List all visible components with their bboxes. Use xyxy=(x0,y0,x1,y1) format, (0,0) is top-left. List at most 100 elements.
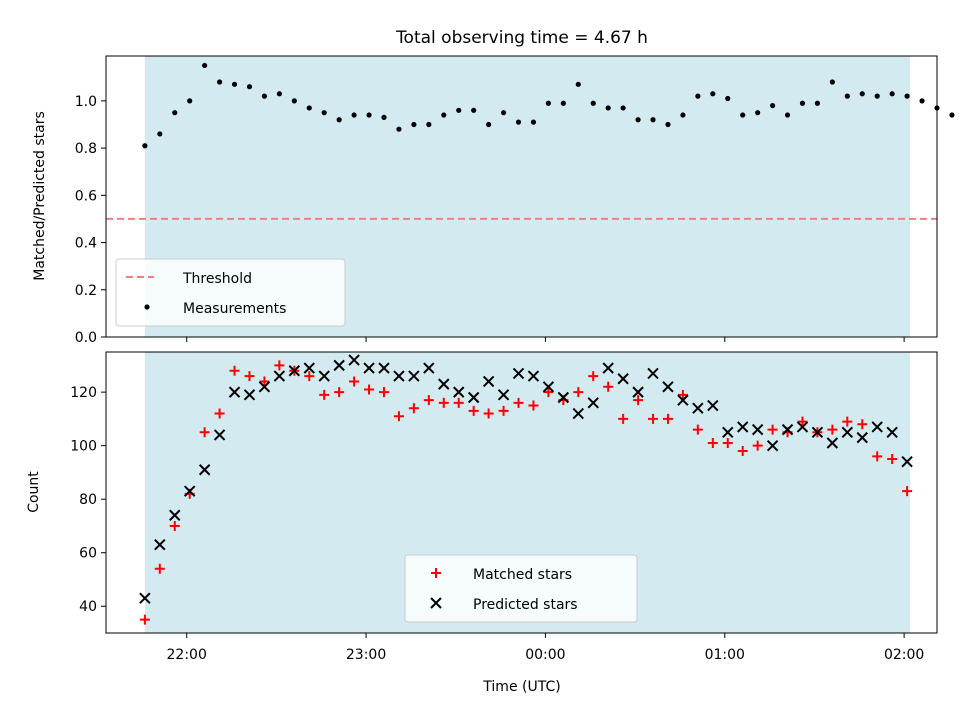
matched-star-point xyxy=(468,405,479,416)
measurement-point xyxy=(366,112,372,118)
measurement-point xyxy=(799,100,806,106)
predicted-star-point xyxy=(841,426,854,438)
legend-measurements-label: Measurements xyxy=(183,301,286,317)
count-y-axis-label: Count xyxy=(26,471,42,513)
measurement-point xyxy=(351,112,357,118)
matched-star-point xyxy=(169,520,180,531)
predicted-star-point xyxy=(198,464,211,476)
predicted-star-point xyxy=(796,421,809,433)
measurement-point xyxy=(500,110,507,116)
predicted-star-point xyxy=(154,538,166,551)
ratio-axes-frame xyxy=(105,55,938,338)
matched-star-point xyxy=(842,416,853,427)
measurement-point xyxy=(560,100,566,106)
count-axes-frame xyxy=(105,351,938,634)
matched-star-point xyxy=(633,395,644,406)
predicted-star-point xyxy=(826,437,839,449)
predicted-star-point xyxy=(587,397,599,409)
measurement-point xyxy=(381,114,387,120)
x-tick-label: 22:00 xyxy=(167,647,207,663)
legend-measurements-swatch xyxy=(144,304,150,310)
ratio-series-dot xyxy=(142,62,955,149)
matched-star-point xyxy=(274,360,285,371)
measurement-point xyxy=(919,98,925,104)
matched-star-point xyxy=(483,408,494,419)
matched-star-point xyxy=(154,563,165,574)
ratio-legend-box xyxy=(115,258,346,327)
measurement-point xyxy=(261,93,268,99)
ratio-y-axis-label: Matched/Predicted stars xyxy=(32,111,48,281)
measurement-point xyxy=(665,121,671,128)
predicted-star-point xyxy=(871,421,883,433)
predicted-star-point xyxy=(572,407,585,420)
predicted-star-point xyxy=(647,367,659,380)
x-tick-label: 01:00 xyxy=(705,647,745,663)
predicted-star-point xyxy=(423,362,435,374)
measurement-point xyxy=(769,102,776,109)
matched-star-point xyxy=(528,400,539,411)
measurement-point xyxy=(949,112,955,118)
matched-star-point xyxy=(349,376,360,387)
matched-star-point xyxy=(588,371,599,382)
matched-star-point xyxy=(423,395,434,406)
matched-star-point xyxy=(229,365,240,376)
measurement-point xyxy=(695,93,701,99)
predicted-star-point xyxy=(901,456,913,468)
measurement-point xyxy=(426,121,432,128)
predicted-star-point xyxy=(736,421,749,433)
measurement-point xyxy=(680,112,686,118)
count-y-tick-label: 60 xyxy=(79,546,97,562)
measurement-point xyxy=(874,93,880,99)
measurement-point xyxy=(291,98,297,104)
matched-star-point xyxy=(319,389,330,400)
predicted-star-point xyxy=(393,370,405,382)
matched-star-point xyxy=(453,397,464,408)
measurement-point xyxy=(620,105,626,111)
predicted-star-point xyxy=(512,367,525,380)
count-series-plus xyxy=(139,360,913,625)
count-y-tick-label: 40 xyxy=(79,599,97,615)
measurement-point xyxy=(635,117,641,123)
predicted-star-point xyxy=(497,389,510,401)
measurement-point xyxy=(650,117,656,123)
legend-matched-label: Matched stars xyxy=(473,567,572,583)
measurement-point xyxy=(605,105,611,111)
predicted-star-point xyxy=(751,423,764,436)
x-axis-label: Time (UTC) xyxy=(482,679,560,695)
legend-matched-swatch xyxy=(431,568,441,578)
predicted-star-point xyxy=(542,381,555,393)
ratio-y-tick-label: 0.2 xyxy=(75,283,97,299)
matched-star-point xyxy=(857,419,868,430)
matched-star-point xyxy=(364,384,375,395)
measurement-point xyxy=(859,91,865,97)
x-tick-label: 00:00 xyxy=(525,647,565,663)
predicted-star-point xyxy=(273,370,286,382)
matched-star-point xyxy=(378,387,389,398)
measurement-point xyxy=(545,100,552,106)
predicted-star-point xyxy=(692,402,704,414)
ratio-y-tick-label: 0.0 xyxy=(75,330,97,346)
measurement-point xyxy=(590,100,596,106)
matched-star-point xyxy=(244,371,255,382)
matched-star-point xyxy=(214,408,225,419)
matched-star-point xyxy=(408,403,419,414)
measurement-point xyxy=(231,81,238,87)
matched-star-point xyxy=(752,440,763,451)
matched-star-point xyxy=(259,376,270,387)
matched-star-point xyxy=(707,437,718,448)
predicted-star-point xyxy=(363,362,375,374)
predicted-star-point xyxy=(467,391,480,404)
measurement-point xyxy=(814,100,821,106)
predicted-star-point xyxy=(213,429,226,441)
x-tick-label: 23:00 xyxy=(346,647,386,663)
ratio-y-tick-label: 0.8 xyxy=(75,141,97,157)
predicted-star-point xyxy=(632,386,644,398)
ratio-legend: Threshold Measurements xyxy=(115,258,346,327)
measurement-point xyxy=(575,81,581,87)
measurement-point xyxy=(441,112,447,118)
ratio-y-tick-label: 1.0 xyxy=(75,94,97,110)
count-y-tick-label: 80 xyxy=(79,492,97,508)
measurement-point xyxy=(396,126,402,132)
measurement-point xyxy=(321,110,327,116)
